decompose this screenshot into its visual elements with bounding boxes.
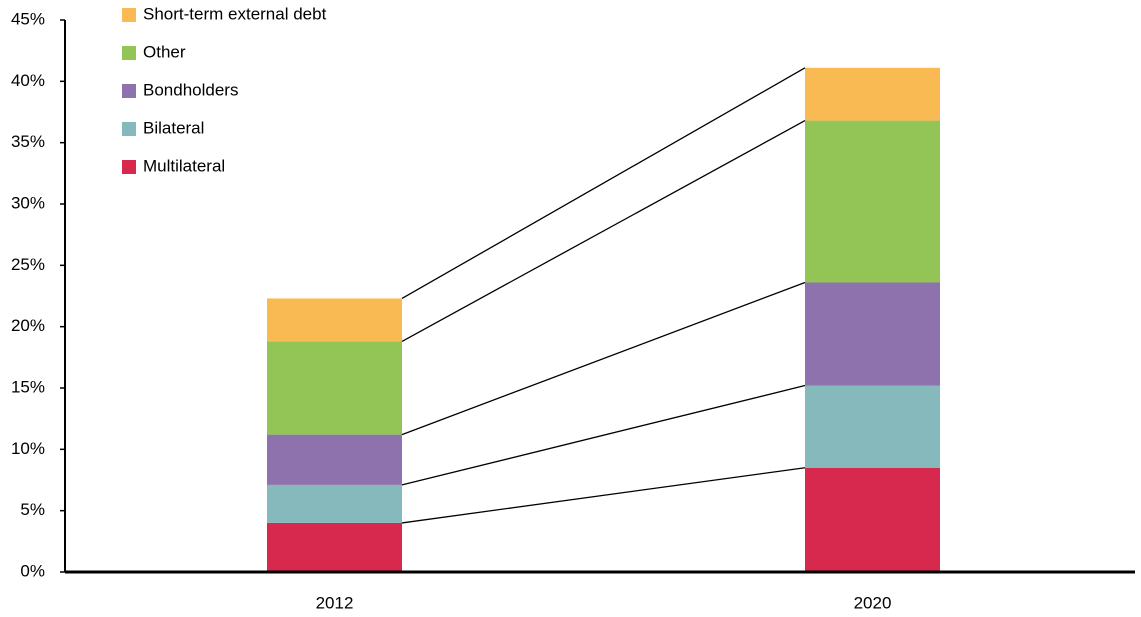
- legend-swatch: [122, 8, 136, 22]
- legend-swatch: [122, 84, 136, 98]
- y-tick-label: 15%: [11, 377, 45, 396]
- bar-segment: [267, 484, 402, 523]
- y-tick-label: 35%: [11, 132, 45, 151]
- bar-segment: [805, 282, 940, 386]
- bar-segment: [805, 385, 940, 468]
- connector-line: [401, 384, 806, 486]
- bar-segment: [267, 434, 402, 485]
- legend-label: Other: [143, 42, 186, 61]
- connector-line: [401, 67, 806, 300]
- bar-segment: [805, 120, 940, 283]
- bar-segment: [805, 467, 940, 572]
- y-tick-label: 20%: [11, 316, 45, 335]
- y-tick-label: 0%: [20, 561, 45, 580]
- x-tick-label: 2012: [316, 593, 354, 612]
- y-tick-label: 10%: [11, 439, 45, 458]
- connector-line: [401, 281, 806, 436]
- x-tick-label: 2020: [854, 593, 892, 612]
- legend-label: Short-term external debt: [143, 4, 327, 23]
- y-tick-label: 30%: [11, 193, 45, 212]
- legend-label: Multilateral: [143, 156, 225, 175]
- bar-segment: [805, 67, 940, 121]
- y-tick-label: 5%: [20, 500, 45, 519]
- legend-swatch: [122, 160, 136, 174]
- y-tick-label: 45%: [11, 9, 45, 28]
- y-tick-label: 40%: [11, 71, 45, 90]
- legend-swatch: [122, 122, 136, 136]
- legend-swatch: [122, 46, 136, 60]
- y-tick-label: 25%: [11, 255, 45, 274]
- bar-segment: [267, 341, 402, 435]
- legend-label: Bilateral: [143, 118, 204, 137]
- connector-line: [401, 467, 806, 524]
- bar-segment: [267, 522, 402, 572]
- legend-label: Bondholders: [143, 80, 238, 99]
- bar-segment: [267, 298, 402, 342]
- connector-line: [401, 120, 806, 342]
